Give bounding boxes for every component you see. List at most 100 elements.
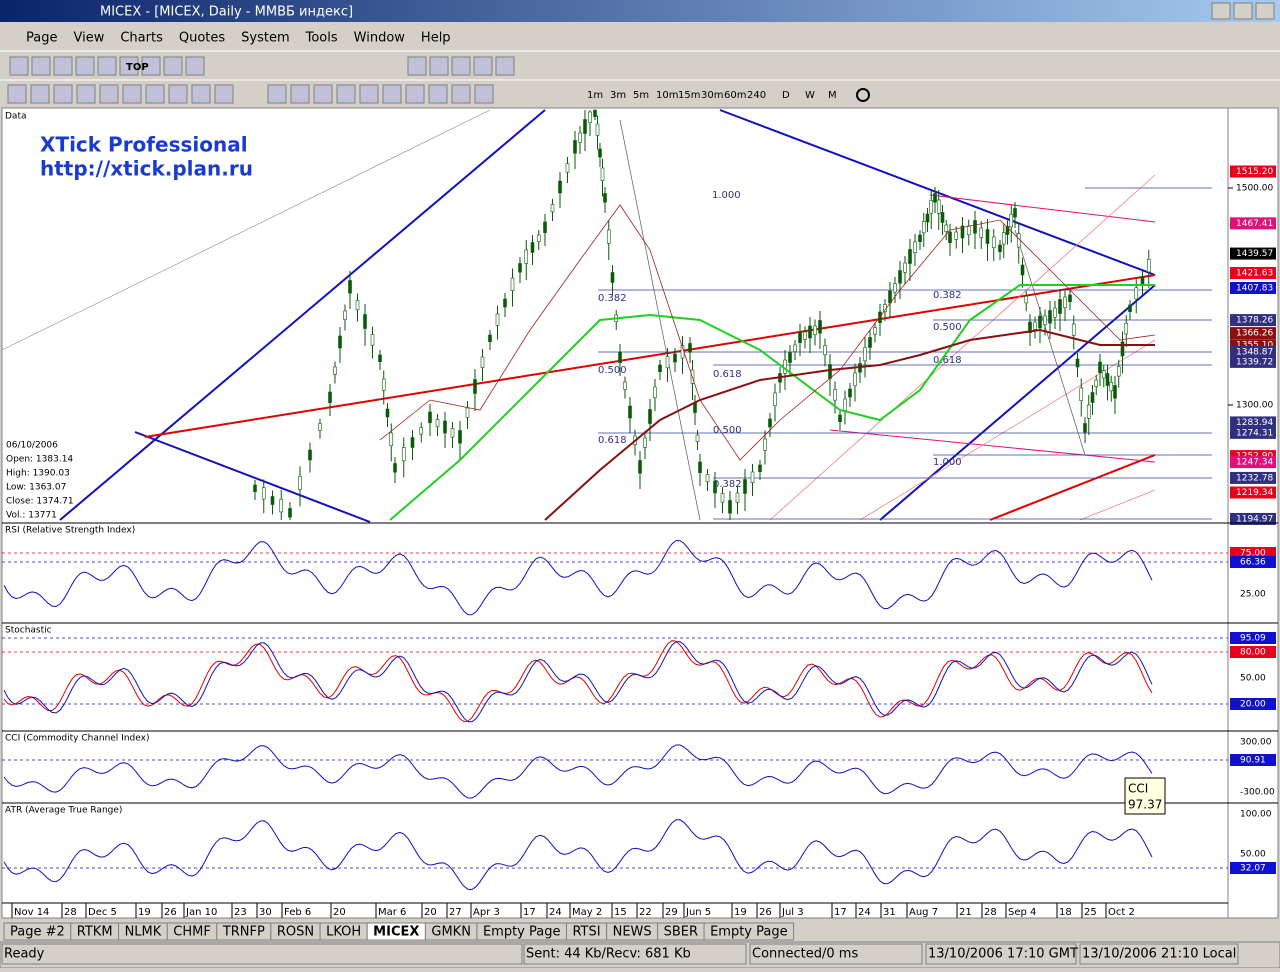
tool-button[interactable] xyxy=(141,56,161,76)
candle-body xyxy=(543,221,547,233)
menu-item[interactable]: Tools xyxy=(305,31,338,46)
candle-body xyxy=(1101,370,1106,379)
timeframe-button[interactable]: 60m xyxy=(724,90,746,101)
date-label: Apr 3 xyxy=(473,907,500,918)
price-tag-label: 1407.83 xyxy=(1236,284,1273,294)
tool-button[interactable] xyxy=(168,84,188,104)
tool-button[interactable] xyxy=(99,84,119,104)
tool-button[interactable] xyxy=(122,84,142,104)
candle-body xyxy=(503,298,507,308)
tab-label[interactable]: CHMF xyxy=(173,925,211,940)
tool-button[interactable] xyxy=(53,56,73,76)
timeframe-button[interactable]: 15m xyxy=(678,90,700,101)
tab-label[interactable]: NLMK xyxy=(125,925,162,940)
candle-body xyxy=(401,447,406,462)
date-label: Feb 6 xyxy=(284,907,311,918)
menu-item[interactable]: Quotes xyxy=(179,31,226,46)
tool-button[interactable] xyxy=(214,84,234,104)
top-button[interactable]: TOP xyxy=(126,62,149,73)
tab-label[interactable]: NEWS xyxy=(613,925,652,940)
tab[interactable] xyxy=(703,922,795,941)
menu-item[interactable]: Help xyxy=(421,31,451,46)
timeframe-button[interactable]: D xyxy=(782,90,790,101)
candle-body xyxy=(793,344,797,352)
tool-button[interactable] xyxy=(405,84,425,104)
timeframe-button[interactable]: 10m xyxy=(656,90,678,101)
tool-button[interactable] xyxy=(359,84,379,104)
tab-label[interactable]: ROSN xyxy=(277,925,314,940)
tool-button[interactable] xyxy=(9,56,29,76)
timeframe-button[interactable]: 1m xyxy=(587,90,603,101)
candle-body xyxy=(1075,358,1080,368)
timeframe-button[interactable]: 5m xyxy=(633,90,649,101)
tool-button[interactable] xyxy=(474,84,494,104)
value-tag-label: 25.00 xyxy=(1240,590,1266,600)
tool-button[interactable] xyxy=(451,84,471,104)
menu-item[interactable]: Page xyxy=(26,31,57,46)
tab-label[interactable]: Empty Page xyxy=(710,925,788,940)
timeframe-button[interactable]: 30m xyxy=(701,90,723,101)
candle-body xyxy=(1086,404,1091,419)
candle-body xyxy=(473,379,477,394)
timeframe-button[interactable]: W xyxy=(805,90,815,101)
tab-label[interactable]: TRNFP xyxy=(222,925,265,940)
tab-label[interactable]: Page #2 xyxy=(10,925,65,940)
candle-body xyxy=(288,508,292,518)
tool-button[interactable] xyxy=(267,84,287,104)
candle-body xyxy=(1083,423,1087,433)
tool-button[interactable] xyxy=(185,56,205,76)
tool-button[interactable] xyxy=(30,84,50,104)
tool-button[interactable] xyxy=(191,84,211,104)
timeframe-button[interactable]: M xyxy=(828,90,837,101)
candle-body xyxy=(1071,323,1076,336)
tool-button[interactable] xyxy=(76,84,96,104)
tab-label[interactable]: LKOH xyxy=(326,925,361,940)
candle-body xyxy=(253,484,257,492)
candle-body xyxy=(558,180,562,194)
minimize[interactable] xyxy=(1211,2,1231,20)
menu-item[interactable]: Window xyxy=(354,31,406,46)
menu-item[interactable]: View xyxy=(73,31,104,46)
tool-button[interactable] xyxy=(75,56,95,76)
tool-button[interactable] xyxy=(97,56,117,76)
drawing-line xyxy=(3,540,1153,616)
tool-button[interactable] xyxy=(290,84,310,104)
tool-button[interactable] xyxy=(313,84,333,104)
tab-label[interactable]: RTKM xyxy=(77,925,113,940)
tab-label[interactable]: RTSI xyxy=(572,925,600,940)
tab-label[interactable]: GMKN xyxy=(431,925,471,940)
tool-button[interactable] xyxy=(429,56,449,76)
fib-label: 1.000 xyxy=(933,457,962,468)
tool-button[interactable] xyxy=(53,84,73,104)
tool-button[interactable] xyxy=(407,56,427,76)
tool-button[interactable] xyxy=(473,56,493,76)
tool-button[interactable] xyxy=(163,56,183,76)
candle-body xyxy=(933,193,937,203)
tool-button[interactable] xyxy=(428,84,448,104)
tool-button[interactable] xyxy=(31,56,51,76)
clock-button[interactable] xyxy=(856,88,870,102)
tool-button[interactable] xyxy=(451,56,471,76)
menu-item[interactable]: Charts xyxy=(120,31,163,46)
tool-button[interactable] xyxy=(119,56,139,76)
panel-label: ATR (Average True Range) xyxy=(5,806,122,816)
tool-button[interactable] xyxy=(145,84,165,104)
tool-button[interactable] xyxy=(382,84,402,104)
candle-body xyxy=(598,148,602,158)
candle-body xyxy=(888,290,892,304)
value-tag-label: 100.00 xyxy=(1240,810,1272,820)
tool-button[interactable] xyxy=(7,84,27,104)
date-label: 21 xyxy=(959,907,972,918)
timeframe-button[interactable]: 240 xyxy=(747,90,766,101)
timeframe-button[interactable]: 3m xyxy=(610,90,626,101)
candle-body xyxy=(600,167,605,181)
tool-button[interactable] xyxy=(495,56,515,76)
tool-button[interactable] xyxy=(336,84,356,104)
tab-label[interactable]: SBER xyxy=(664,925,698,940)
close[interactable] xyxy=(1255,2,1275,20)
tab-label[interactable]: Empty Page xyxy=(483,925,561,940)
maximize[interactable] xyxy=(1233,2,1253,20)
menu-item[interactable]: System xyxy=(241,31,289,46)
date-label: 20 xyxy=(424,907,437,918)
tab-label[interactable]: MICEX xyxy=(373,925,419,940)
